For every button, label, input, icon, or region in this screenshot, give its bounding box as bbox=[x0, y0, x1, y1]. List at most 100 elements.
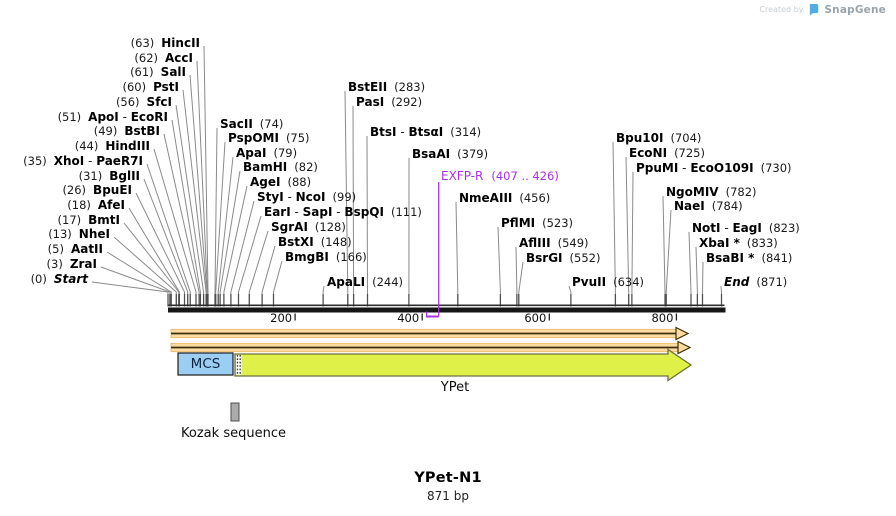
primer-label-exfp-r[interactable]: EXFP-R (407 .. 426) bbox=[441, 169, 559, 183]
enzyme-label-nhei[interactable]: (13) NheI bbox=[48, 227, 110, 241]
enzyme-label-ppumi-ecoo109i[interactable]: PpuMI - EcoO109I (730) bbox=[636, 161, 792, 175]
site-position: (634) bbox=[613, 275, 645, 289]
enzyme-name: NmeAIII bbox=[459, 191, 513, 205]
enzyme-label-bmti[interactable]: (17) BmtI bbox=[58, 213, 120, 227]
enzyme-label-sacii[interactable]: SacII (74) bbox=[220, 117, 283, 131]
enzyme-label-xhoi-paer7i[interactable]: (35) XhoI - PaeR7I bbox=[23, 154, 143, 168]
enzyme-label-hindiii[interactable]: (44) HindIII bbox=[75, 139, 150, 153]
enzyme-name: PpuMI bbox=[636, 161, 679, 175]
enzyme-name: BspQI bbox=[344, 205, 384, 219]
enzyme-label-bamhi[interactable]: BamHI (82) bbox=[243, 160, 318, 174]
enzyme-label-afliii[interactable]: AflIII (549) bbox=[519, 236, 589, 250]
ypet-feature-arrow[interactable] bbox=[234, 348, 693, 382]
enzyme-label-xbai[interactable]: XbaI * (833) bbox=[699, 236, 778, 250]
enzyme-label-bpuei[interactable]: (26) BpuEI bbox=[62, 183, 132, 197]
enzyme-label-bstbi[interactable]: (49) BstBI bbox=[94, 124, 160, 138]
enzyme-label-bsaai[interactable]: BsaAI (379) bbox=[412, 147, 488, 161]
enzyme-label-pvuii[interactable]: PvuII (634) bbox=[572, 275, 644, 289]
enzyme-name: EcoNI bbox=[629, 146, 668, 160]
enzyme-label-apai[interactable]: ApaI (79) bbox=[236, 146, 297, 160]
site-position: (111) bbox=[390, 205, 422, 219]
enzyme-name: HindIII bbox=[105, 139, 150, 153]
feature-label-mcs[interactable]: MCS bbox=[190, 356, 221, 372]
enzyme-label-acci[interactable]: (62) AccI bbox=[134, 51, 193, 65]
enzyme-label-pspomi[interactable]: PspOMI (75) bbox=[228, 131, 310, 145]
enzyme-name: AccI bbox=[165, 51, 193, 65]
feature-label-kozak[interactable]: Kozak sequence bbox=[181, 426, 286, 441]
enzyme-label-naei[interactable]: NaeI (784) bbox=[674, 199, 743, 213]
ruler-tick-label: 800 bbox=[651, 311, 673, 325]
enzyme-name: SalI bbox=[160, 65, 186, 79]
enzyme-label-btsi-btsi[interactable]: BtsI - BtsαI (314) bbox=[370, 125, 481, 139]
enzyme-name: NaeI bbox=[674, 199, 705, 213]
site-leader-line bbox=[146, 163, 191, 306]
feature-label-ypet[interactable]: YPet bbox=[440, 380, 470, 395]
enzyme-label-sgrai[interactable]: SgrAI (128) bbox=[271, 220, 346, 234]
name-separator: - bbox=[678, 161, 691, 175]
enzyme-label-pasi[interactable]: PasI (292) bbox=[356, 95, 422, 109]
site-position: (314) bbox=[450, 125, 482, 139]
enzyme-label-bsteii[interactable]: BstEII (283) bbox=[348, 80, 425, 94]
site-position: (35) bbox=[23, 154, 47, 168]
enzyme-label-hincii[interactable]: (63) HincII bbox=[131, 36, 200, 50]
kozak-feature-box[interactable] bbox=[230, 402, 240, 422]
enzyme-label-start[interactable]: (0) Start bbox=[31, 272, 88, 286]
enzyme-label-zrai[interactable]: (3) ZraI bbox=[47, 257, 97, 271]
mcs-feature-box[interactable] bbox=[177, 352, 234, 376]
enzyme-name: NcoI bbox=[295, 190, 326, 204]
site-position: (244) bbox=[372, 275, 404, 289]
enzyme-label-bpu10i[interactable]: Bpu10I (704) bbox=[616, 131, 701, 145]
enzyme-label-ngomiv[interactable]: NgoMIV (782) bbox=[666, 185, 757, 199]
site-position: (99) bbox=[332, 190, 357, 204]
enzyme-label-apali[interactable]: ApaLI (244) bbox=[327, 275, 403, 289]
map-title: YPet-N1 bbox=[414, 470, 482, 486]
enzyme-name: BmgBI bbox=[285, 250, 329, 264]
enzyme-label-styi-ncoi[interactable]: StyI - NcoI (99) bbox=[257, 190, 356, 204]
orf-arrowhead bbox=[675, 326, 690, 341]
enzyme-name: EarI bbox=[264, 205, 291, 219]
enzyme-label-afei[interactable]: (18) AfeI bbox=[67, 198, 125, 212]
enzyme-label-sfci[interactable]: (56) SfcI bbox=[116, 95, 172, 109]
enzyme-label-bmgbi[interactable]: BmgBI (166) bbox=[285, 250, 367, 264]
enzyme-name: NheI bbox=[78, 227, 110, 241]
name-separator: - bbox=[396, 125, 409, 139]
site-leader-line bbox=[273, 260, 283, 306]
enzyme-name: PflMI bbox=[501, 216, 536, 230]
enzyme-label-bsabi[interactable]: BsaBI * (841) bbox=[706, 251, 792, 265]
enzyme-name: BtsI bbox=[370, 125, 397, 139]
enzyme-label-agei[interactable]: AgeI (88) bbox=[250, 175, 311, 189]
enzyme-name: XhoI bbox=[53, 154, 85, 168]
enzyme-name: ZraI bbox=[69, 257, 97, 271]
name-separator: - bbox=[290, 205, 303, 219]
enzyme-label-sali[interactable]: (61) SalI bbox=[130, 65, 186, 79]
site-position: (725) bbox=[674, 146, 705, 160]
site-position: (704) bbox=[670, 131, 702, 145]
enzyme-label-bglii[interactable]: (31) BglII bbox=[79, 169, 140, 183]
enzyme-label-econi[interactable]: EcoNI (725) bbox=[629, 146, 705, 160]
enzyme-name: BstBI bbox=[124, 124, 160, 138]
enzyme-label-end[interactable]: End (871) bbox=[724, 275, 787, 289]
enzyme-name: AflIII bbox=[519, 236, 551, 250]
enzyme-name: PstI bbox=[153, 80, 179, 94]
site-leader-line bbox=[189, 74, 208, 306]
enzyme-name: NotI bbox=[692, 221, 721, 235]
enzyme-label-aatii[interactable]: (5) AatII bbox=[48, 242, 103, 256]
site-leader-line bbox=[91, 281, 169, 306]
enzyme-label-pflmi[interactable]: PflMI (523) bbox=[501, 216, 573, 230]
enzyme-label-bsrgi[interactable]: BsrGI (552) bbox=[526, 251, 600, 265]
site-leader-line bbox=[518, 261, 524, 306]
site-position: (62) bbox=[134, 51, 159, 65]
name-separator: - bbox=[283, 190, 296, 204]
enzyme-label-nmeaiii[interactable]: NmeAIII (456) bbox=[459, 191, 550, 205]
enzyme-label-noti-eagi[interactable]: NotI - EagI (823) bbox=[692, 221, 800, 235]
enzyme-label-apoi-ecori[interactable]: (51) ApoI - EcoRI bbox=[58, 110, 168, 124]
ypet-hatch-strip bbox=[236, 355, 242, 375]
enzyme-label-bstxi[interactable]: BstXI (148) bbox=[278, 235, 352, 249]
site-position: (13) bbox=[48, 227, 72, 241]
enzyme-name: ApaI bbox=[236, 146, 267, 160]
name-separator: - bbox=[84, 154, 97, 168]
enzyme-label-psti[interactable]: (60) PstI bbox=[122, 80, 179, 94]
ruler-tick-label: 200 bbox=[270, 311, 292, 325]
enzyme-label-eari-sapi-bspqi[interactable]: EarI - SapI - BspQI (111) bbox=[264, 205, 422, 219]
